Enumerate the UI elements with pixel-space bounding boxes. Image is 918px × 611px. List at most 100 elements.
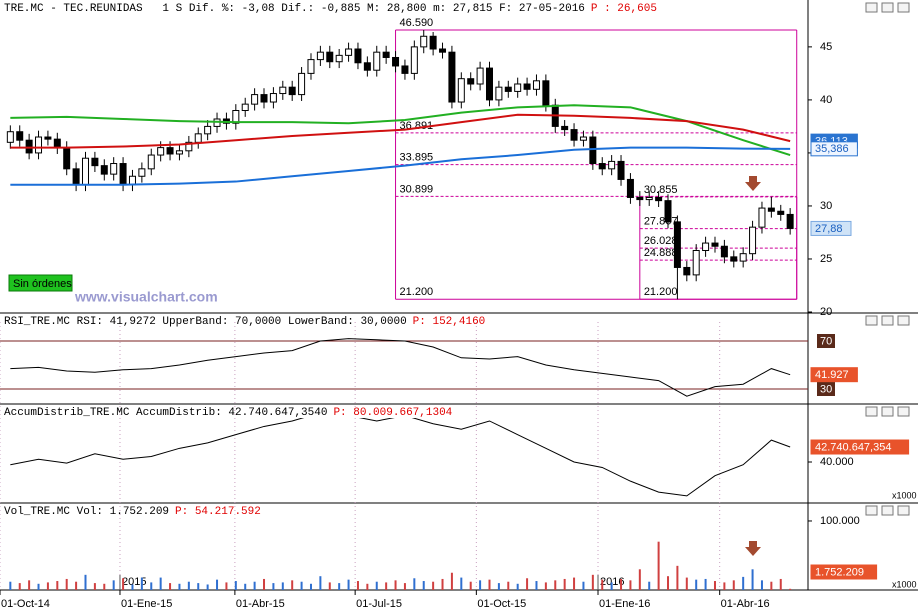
x-tick-label: 01-Oct-15: [477, 598, 526, 610]
x-tick-label: 01-Abr-16: [721, 598, 770, 610]
header-price: P: 54.217.592: [175, 506, 261, 518]
candle-body: [335, 54, 343, 63]
volume-bar: [244, 583, 247, 590]
candle-body: [128, 175, 136, 186]
candle-body: [91, 157, 99, 167]
volume-bar: [159, 577, 162, 590]
volume-bar: [789, 588, 792, 590]
fib-label: 26.028: [644, 235, 678, 247]
candle-body: [175, 150, 183, 155]
x-tick-label: 01-Jul-15: [356, 598, 402, 610]
volume-bar: [9, 581, 12, 590]
volume-bar: [695, 579, 698, 590]
panel-button: [897, 406, 910, 417]
header-text: AccumDistrib_TRE.MC AccumDistrib: 42.740…: [4, 407, 327, 419]
candle-body: [44, 136, 52, 140]
volume-bar: [187, 581, 190, 590]
candle-body: [730, 256, 738, 262]
panel-button: [897, 2, 910, 13]
candle-body: [720, 245, 728, 258]
volume-bar: [507, 581, 510, 590]
candle-body: [777, 210, 785, 215]
panel-header: Vol_TRE.MC Vol: 1.752.209 P: 54.217.592: [4, 506, 261, 518]
candles: [6, 30, 794, 300]
y-tick-label: 70: [820, 335, 832, 347]
candle-body: [561, 125, 569, 131]
candle-body: [373, 51, 381, 71]
candle-body: [467, 78, 475, 85]
x-tick-label: 01-Abr-15: [236, 598, 285, 610]
fib-label: 21.200: [400, 286, 434, 298]
panel-button: [865, 2, 878, 13]
volume-bar: [178, 583, 181, 590]
y-tick-label: 20: [820, 306, 832, 318]
price-tag: [810, 367, 858, 383]
candle-body: [767, 207, 775, 212]
header-price: P: 152,4160: [413, 316, 486, 328]
volume-bar: [56, 581, 59, 590]
volume-bar: [469, 581, 472, 590]
candle-body: [110, 163, 118, 175]
volume-bar: [140, 577, 143, 590]
volume-bar: [479, 580, 482, 590]
panel-button: [865, 315, 878, 326]
volume-bar: [610, 582, 613, 590]
volume-bar: [544, 582, 547, 590]
candle-body: [16, 131, 24, 141]
y-tick-label: 30: [820, 200, 832, 212]
candle-body: [786, 213, 794, 229]
indicator-line: [10, 418, 791, 497]
candle-body: [157, 147, 165, 156]
panel-button: [881, 505, 894, 516]
volume-bar: [497, 583, 500, 590]
x-tick-label: 01-Ene-15: [121, 598, 172, 610]
volume-bar: [394, 580, 397, 590]
candle-body: [72, 168, 80, 186]
candle-body: [711, 242, 719, 247]
volume-bar: [676, 565, 679, 590]
volume-bar: [338, 583, 341, 590]
volume-bar: [366, 583, 369, 590]
volume-bar: [620, 578, 623, 590]
price-tag: [810, 439, 910, 455]
candle-body: [401, 65, 409, 74]
panel-header: RSI_TRE.MC RSI: 41,9272 UpperBand: 70,00…: [4, 316, 485, 328]
candle-body: [53, 138, 61, 149]
panel-button: [897, 315, 910, 326]
volume-bar: [591, 574, 594, 590]
volume-bar: [667, 576, 670, 590]
volume-bar: [319, 576, 322, 590]
volume-bar: [197, 583, 200, 590]
volume-bar: [18, 583, 21, 590]
x-tick-label: 01-Ene-16: [599, 598, 650, 610]
candle-body: [6, 131, 14, 143]
header-text: Vol_TRE.MC Vol: 1.752.209: [4, 506, 169, 518]
volume-bar: [422, 581, 425, 590]
volume-bar: [779, 578, 782, 590]
candle-body: [298, 72, 306, 96]
candle-body: [288, 86, 296, 96]
volume-bar: [150, 582, 153, 590]
volume-bar: [309, 583, 312, 590]
year-label: 2015: [122, 576, 146, 588]
fib-label: 27.867: [644, 215, 678, 227]
volume-bar: [328, 582, 331, 590]
fib-label: 30.855: [644, 184, 678, 196]
candle-body: [232, 110, 240, 124]
volume-bar: [253, 581, 256, 590]
price-tag: [810, 564, 878, 580]
volume-bar: [450, 572, 453, 590]
candle-body: [664, 200, 672, 223]
volume-bar: [403, 583, 406, 590]
volume-bar: [685, 577, 688, 590]
band-tag: [817, 382, 835, 396]
volume-bar: [732, 580, 735, 590]
arrow: [745, 176, 761, 191]
candle-body: [514, 83, 522, 92]
volume-bar: [704, 578, 707, 590]
candle-body: [241, 103, 249, 112]
volume-bar: [488, 579, 491, 590]
y-tick-label: 40: [820, 94, 832, 106]
header-text: TRE.MC - TEC.REUNIDAS 1 S Dif. %: -3,08 …: [4, 3, 585, 15]
price-tag: [810, 220, 852, 236]
